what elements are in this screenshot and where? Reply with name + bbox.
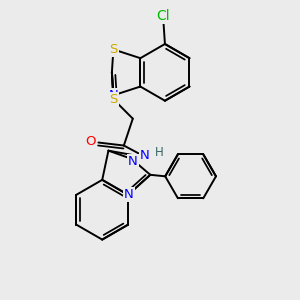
Text: S: S (109, 43, 118, 56)
Text: N: N (124, 188, 134, 201)
Text: N: N (128, 155, 138, 168)
Text: N: N (140, 149, 150, 163)
Text: O: O (86, 134, 96, 148)
Text: Cl: Cl (157, 9, 170, 22)
Text: H: H (155, 146, 164, 159)
Text: S: S (109, 93, 118, 106)
Text: N: N (109, 89, 118, 102)
